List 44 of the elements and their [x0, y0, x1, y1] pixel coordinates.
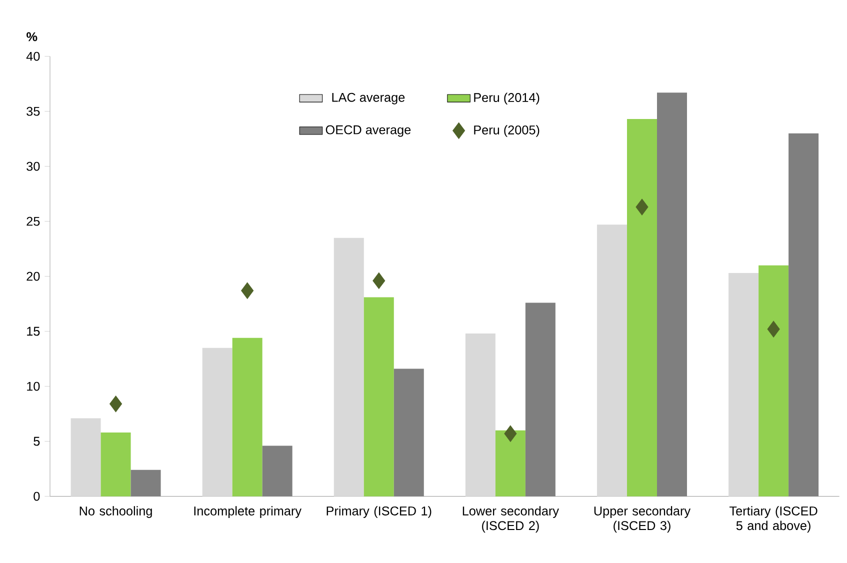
bar — [364, 297, 394, 496]
bar — [334, 238, 364, 496]
y-tick-label: 5 — [34, 436, 40, 446]
y-tick-label: 15 — [27, 326, 40, 336]
y-axis-title: % — [26, 32, 38, 42]
bar — [525, 302, 556, 496]
y-tick-label: 20 — [26, 272, 40, 281]
legend-label: LAC average — [332, 92, 405, 104]
bar — [657, 92, 687, 496]
point — [372, 272, 386, 289]
x-tick-label: Primary (ISCED 1) — [326, 506, 432, 518]
x-tick-label: Tertiary (ISCED 5 and above) — [730, 506, 818, 533]
bar — [758, 265, 789, 496]
y-tick-label: 10 — [27, 382, 40, 391]
point — [636, 198, 648, 216]
y-tick-label: 30 — [26, 162, 40, 171]
bar — [495, 430, 526, 496]
point — [767, 320, 780, 338]
legend-label: OECD average — [326, 125, 411, 137]
legend-label: Peru (2014) — [474, 92, 540, 105]
y-tick-label: 35 — [26, 106, 40, 116]
bar — [70, 418, 101, 496]
bar — [394, 368, 424, 496]
point — [504, 425, 517, 442]
bar — [202, 348, 232, 496]
bar — [100, 432, 131, 496]
bar — [626, 119, 657, 496]
bar — [232, 338, 262, 496]
bar — [728, 273, 759, 496]
y-tick-label: 25 — [26, 216, 40, 226]
x-tick-label: Lower secondary (ISCED 2) — [462, 506, 559, 533]
bar — [465, 334, 496, 496]
legend-label: Peru (2005) — [474, 125, 540, 137]
bar — [262, 446, 292, 496]
x-tick-label: Upper secondary (ISCED 3) — [594, 506, 691, 533]
y-tick-label: 40 — [26, 52, 40, 61]
bar — [788, 133, 819, 496]
point — [241, 282, 254, 299]
y-tick-label: 0 — [34, 492, 40, 501]
x-tick-label: Incomplete primary — [194, 506, 302, 518]
bar — [130, 470, 161, 496]
point — [110, 396, 122, 412]
x-tick-label: No schooling — [80, 506, 152, 518]
bar — [597, 224, 627, 496]
